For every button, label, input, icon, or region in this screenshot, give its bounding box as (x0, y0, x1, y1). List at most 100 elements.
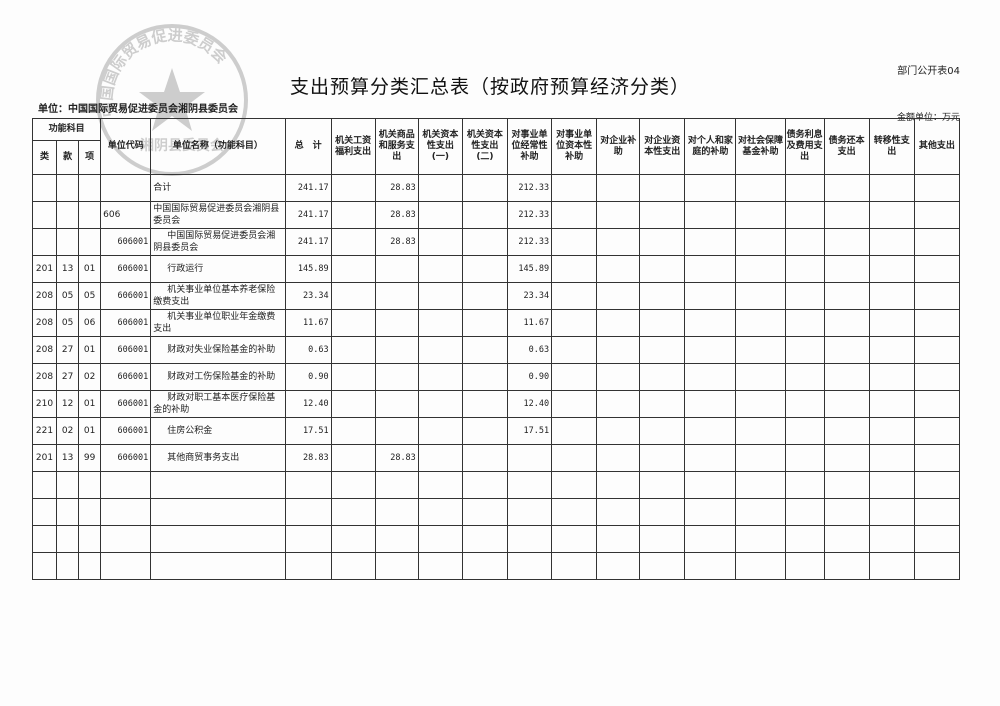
amount-cell (823, 201, 870, 229)
amount-cell (684, 444, 737, 472)
amount-cell: 11.67 (506, 309, 553, 337)
xiang-cell: 01 (78, 255, 102, 283)
code-cell: 606001 (100, 417, 152, 445)
amount-cell (735, 363, 786, 391)
kuan-cell: 02 (56, 417, 80, 445)
header-col-0: 机关工资福利支出 (330, 118, 376, 175)
name-cell: 中国国际贸易促进委员会湘阴县委员会 (150, 228, 286, 256)
amount-cell (735, 336, 786, 364)
empty-cell (417, 525, 463, 553)
header-total: 总 计 (284, 118, 332, 175)
amount-cell (417, 336, 463, 364)
xiang-cell (78, 228, 102, 256)
amount-cell (684, 255, 737, 283)
empty-cell (735, 498, 786, 526)
table-row: 208 05 06 606001 机关事业单位职业年金缴费支出 11.67 11.67 (31, 309, 961, 337)
empty-cell (913, 525, 961, 553)
empty-row (31, 471, 961, 499)
table-row: 210 12 01 606001 财政对职工基本医疗保险基金的补助 12.40 12.40 (31, 390, 961, 418)
amount-cell (684, 309, 737, 337)
header-lei: 类 (31, 140, 58, 175)
amount-cell (823, 282, 870, 310)
amount-cell: 212.33 (506, 228, 553, 256)
amount-cell: 28.83 (374, 444, 419, 472)
lei-cell: 201 (31, 444, 58, 472)
empty-cell (639, 525, 686, 553)
empty-cell (56, 525, 80, 553)
header-col-7: 对企业资本性支出 (639, 118, 686, 175)
empty-cell (639, 552, 686, 580)
code-cell: 606001 (100, 336, 152, 364)
code-cell: 606001 (100, 309, 152, 337)
empty-cell (31, 552, 58, 580)
code-cell: 606001 (100, 444, 152, 472)
amount-cell (461, 255, 508, 283)
amount-cell (374, 336, 419, 364)
amount-cell (417, 228, 463, 256)
lei-cell: 221 (31, 417, 58, 445)
amount-cell (461, 417, 508, 445)
empty-cell (330, 525, 376, 553)
kuan-cell: 05 (56, 309, 80, 337)
amount-cell: 0.63 (506, 336, 553, 364)
amount-cell (417, 282, 463, 310)
amount-cell (551, 336, 598, 364)
amount-cell (823, 444, 870, 472)
amount-cell (330, 444, 376, 472)
amount-cell (374, 255, 419, 283)
budget-table: 功能科目 单位代码 单位名称（功能科目） 总 计 机关工资福利支出 机关商品和服务… (31, 118, 961, 580)
table-row: 606001 中国国际贸易促进委员会湘阴县委员会 241.17 28.83 212.33 (31, 228, 961, 256)
empty-cell (417, 552, 463, 580)
header-col-13: 其他支出 (913, 118, 961, 175)
empty-cell (374, 552, 419, 580)
table-row: 208 05 05 606001 机关事业单位基本养老保险缴费支出 23.34 23.34 (31, 282, 961, 310)
xiang-cell (78, 201, 102, 229)
amount-cell (417, 417, 463, 445)
amount-cell (868, 174, 915, 202)
total-cell: 241.17 (284, 228, 332, 256)
lei-cell: 201 (31, 255, 58, 283)
amount-cell (735, 309, 786, 337)
amount-cell (784, 309, 825, 337)
xiang-cell: 05 (78, 282, 102, 310)
empty-cell (150, 552, 286, 580)
amount-cell (684, 363, 737, 391)
amount-cell (823, 363, 870, 391)
table-row: 606 中国国际贸易促进委员会湘阴县委员会 241.17 28.83 212.33 (31, 201, 961, 229)
empty-cell (78, 471, 102, 499)
amount-cell (735, 255, 786, 283)
xiang-cell: 01 (78, 417, 102, 445)
empty-cell (913, 552, 961, 580)
amount-cell (684, 201, 737, 229)
amount-cell (784, 201, 825, 229)
amount-cell (330, 201, 376, 229)
amount-cell (823, 255, 870, 283)
header-col-2: 机关资本性支出(一) (417, 118, 463, 175)
amount-cell: 28.83 (374, 201, 419, 229)
table-row: 201 13 99 606001 其他商贸事务支出 28.83 28.83 (31, 444, 961, 472)
amount-cell: 0.90 (506, 363, 553, 391)
xiang-cell: 02 (78, 363, 102, 391)
empty-cell (551, 498, 598, 526)
amount-cell (417, 201, 463, 229)
amount-cell (461, 390, 508, 418)
empty-cell (150, 525, 286, 553)
empty-cell (284, 471, 332, 499)
empty-cell (639, 498, 686, 526)
header-col-5: 对事业单位资本性补助 (551, 118, 598, 175)
amount-cell (735, 282, 786, 310)
amount-cell (596, 201, 641, 229)
header-col-4: 对事业单位经常性补助 (506, 118, 553, 175)
header-col-3: 机关资本性支出(二) (461, 118, 508, 175)
header-col-10: 债务利息及费用支出 (784, 118, 825, 175)
empty-cell (868, 525, 915, 553)
empty-cell (374, 471, 419, 499)
header-col-6: 对企业补助 (596, 118, 641, 175)
amount-cell (823, 417, 870, 445)
unit-label: 单位：中国国际贸易促进委员会湘阴县委员会 (38, 104, 238, 115)
empty-cell (284, 525, 332, 553)
kuan-cell: 05 (56, 282, 80, 310)
amount-cell (868, 255, 915, 283)
name-cell: 机关事业单位职业年金缴费支出 (150, 309, 286, 337)
empty-cell (684, 525, 737, 553)
